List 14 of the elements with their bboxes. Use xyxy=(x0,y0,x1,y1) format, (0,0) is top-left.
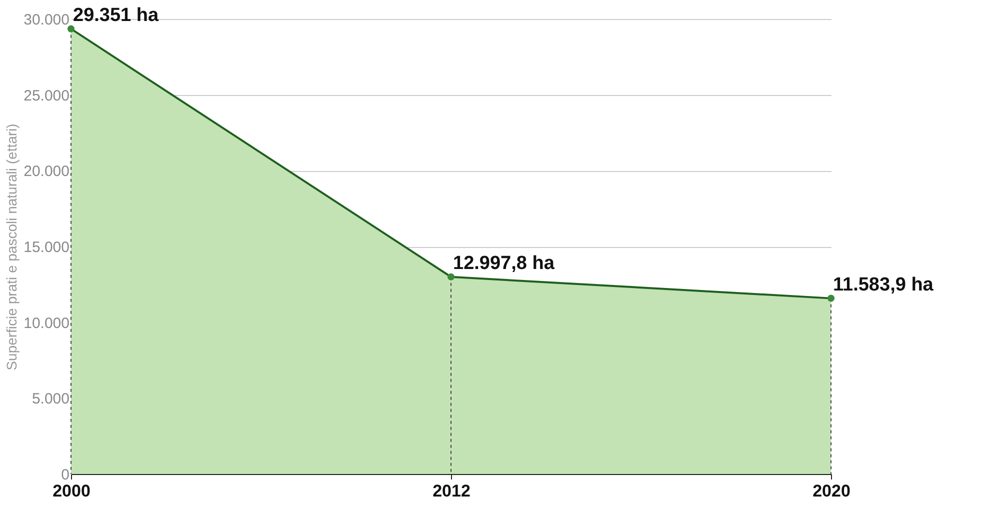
data-label: 11.583,9 ha xyxy=(833,274,934,296)
y-tick-label: 10.000 xyxy=(24,314,70,332)
data-label: 29.351 ha xyxy=(73,4,159,26)
x-tick-label: 2000 xyxy=(52,482,90,500)
y-axis-title: Superficie prati e pascoli naturali (ettari) xyxy=(4,124,20,370)
y-tick-label: 30.000 xyxy=(24,12,70,28)
x-tick-label: 2020 xyxy=(812,482,850,500)
y-tick-label: 5.000 xyxy=(32,390,70,408)
y-tick-label: 15.000 xyxy=(24,239,70,256)
x-tick-label: 2012 xyxy=(432,482,470,500)
y-tick-label: 0 xyxy=(61,466,70,484)
y-tick-label: 20.000 xyxy=(24,163,70,180)
data-label: 12.997,8 ha xyxy=(453,252,555,274)
y-tick-label: 25.000 xyxy=(24,87,70,104)
